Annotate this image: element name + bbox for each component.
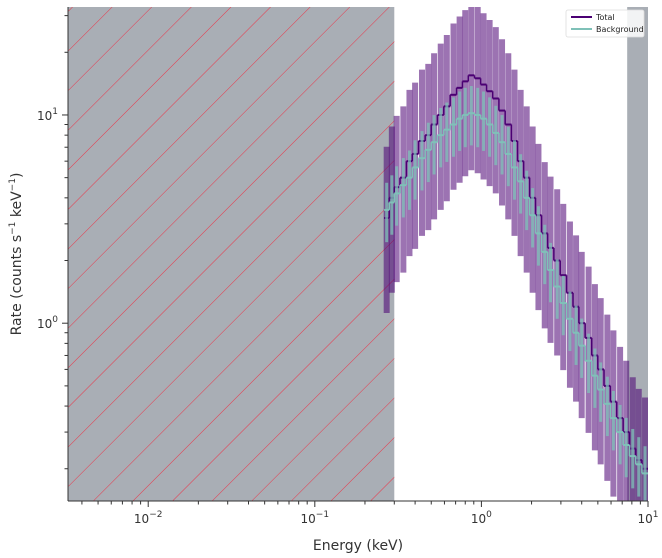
series-layer xyxy=(383,7,648,501)
x-tick-label-0: 10−2 xyxy=(134,510,163,526)
excluded-region-hatch-0 xyxy=(68,7,395,501)
legend-label-background: Background xyxy=(596,25,644,34)
x-tick-label-base-1: 10 xyxy=(301,512,316,526)
x-tick-label-2: 100 xyxy=(471,510,492,526)
series-background xyxy=(384,86,648,501)
x-tick-label-exp-2: 0 xyxy=(486,510,492,520)
x-ticks: 10−2 10−1 100 101 xyxy=(81,501,659,526)
x-tick-label-exp-0: −2 xyxy=(149,510,162,520)
x-tick-label-1: 10−1 xyxy=(301,510,330,526)
y-tick-label-0: 100 xyxy=(37,315,58,331)
x-tick-label-base-3: 10 xyxy=(637,512,652,526)
y-axis-title: Rate (counts s−1 keV−1) xyxy=(8,173,25,336)
y-axis-title-part1: Rate (counts s xyxy=(9,235,25,336)
plot-area xyxy=(68,7,648,501)
y-axis-title-part3: ) xyxy=(9,173,25,178)
y-tick-label-base-0: 10 xyxy=(37,317,52,331)
y-axis-title-exp1: −1 xyxy=(8,222,18,235)
x-tick-label-base-2: 10 xyxy=(471,512,486,526)
y-axis-title-exp2: −1 xyxy=(8,178,18,191)
x-tick-label-exp-1: −1 xyxy=(316,510,329,520)
y-tick-label-base-1: 10 xyxy=(37,109,52,123)
x-tick-label-base-0: 10 xyxy=(134,512,149,526)
y-tick-label-1: 101 xyxy=(37,107,58,123)
x-axis-title: Energy (keV) xyxy=(313,538,403,554)
x-tick-label-3: 101 xyxy=(637,510,658,526)
y-tick-label-exp-0: 0 xyxy=(52,315,58,325)
x-tick-label-exp-3: 1 xyxy=(653,510,659,520)
legend-label-total: Total xyxy=(595,13,615,22)
y-axis-title-part2: keV xyxy=(9,191,25,222)
y-tick-label-exp-1: 1 xyxy=(52,107,58,117)
legend: Total Background xyxy=(565,9,645,38)
